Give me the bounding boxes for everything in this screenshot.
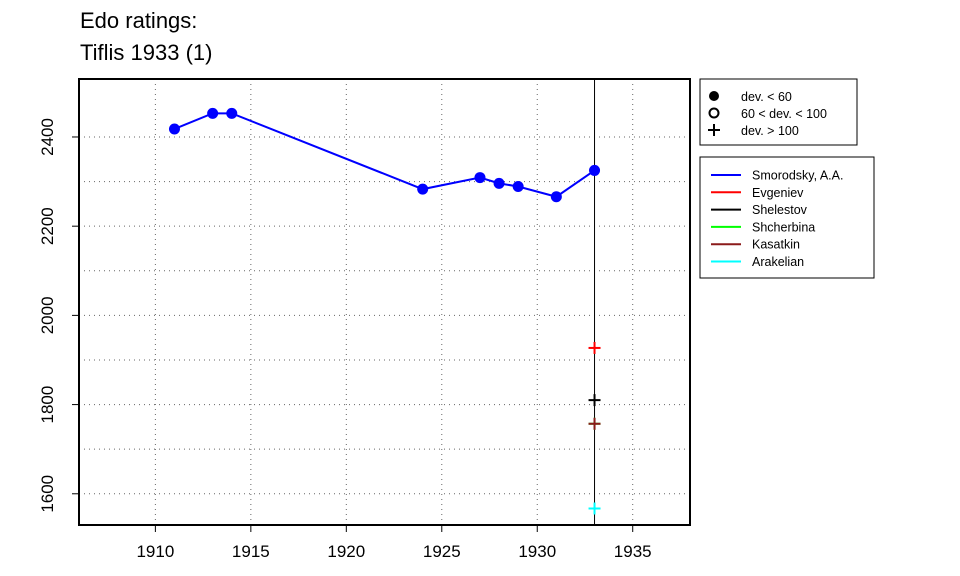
chart-title-line1: Edo ratings: (80, 8, 198, 33)
legend-label: Arakelian (752, 255, 804, 269)
data-point-plus (588, 394, 601, 407)
marker-legend-label: dev. > 100 (741, 124, 799, 138)
x-tick-label: 1930 (518, 542, 556, 561)
x-tick-label: 1920 (327, 542, 365, 561)
series-legend: Smorodsky, A.A. Evgeniev Shelestov Shcherbi… (699, 156, 875, 279)
x-tick-label: 1935 (614, 542, 652, 561)
series-line (174, 112, 596, 198)
x-tick-label: 1910 (136, 542, 174, 561)
legend-dot-icon (709, 91, 719, 101)
marker-legend-label: dev. < 60 (741, 90, 792, 104)
y-tick-label: 2200 (38, 207, 57, 245)
chart-title-line2: Tiflis 1933 (1) (80, 40, 213, 65)
data-point (168, 123, 180, 135)
marker-legend-box (699, 78, 858, 146)
data-point (589, 164, 601, 176)
marker-legend-label: 60 < dev. < 100 (741, 107, 827, 121)
data-point (474, 172, 486, 184)
legend-label: Evgeniev (752, 186, 804, 200)
data-point (550, 191, 562, 203)
data-point-plus (588, 417, 601, 430)
data-point (226, 107, 238, 119)
series-layer (168, 107, 601, 515)
legend-label: Smorodsky, A.A. (752, 169, 843, 183)
data-point (207, 107, 219, 119)
plot-frame (78, 78, 691, 526)
x-tick-label: 1925 (423, 542, 461, 561)
y-tick-label: 1800 (38, 386, 57, 424)
data-point (512, 180, 524, 192)
marker-legend: dev. < 60 60 < dev. < 100 dev. > 100 (699, 78, 858, 146)
data-point (417, 183, 429, 195)
data-point-plus (588, 502, 601, 515)
data-point-plus (588, 341, 601, 354)
data-point (493, 177, 505, 189)
series-legend-box (699, 156, 875, 279)
y-tick-label: 2000 (38, 296, 57, 334)
legend-plus-icon (708, 124, 720, 136)
x-tick-label: 1915 (232, 542, 270, 561)
x-axis: 1910 1915 1920 1925 1930 1935 (136, 525, 652, 561)
y-tick-label: 2400 (38, 118, 57, 156)
legend-label: Shelestov (752, 203, 808, 217)
y-tick-label: 1600 (38, 475, 57, 513)
grid-lines (79, 79, 690, 525)
legend-label: Shcherbina (752, 220, 815, 234)
legend-circle-icon (708, 107, 720, 119)
legend-label: Kasatkin (752, 238, 800, 252)
y-axis: 1600 1800 2000 2200 2400 (38, 118, 79, 513)
